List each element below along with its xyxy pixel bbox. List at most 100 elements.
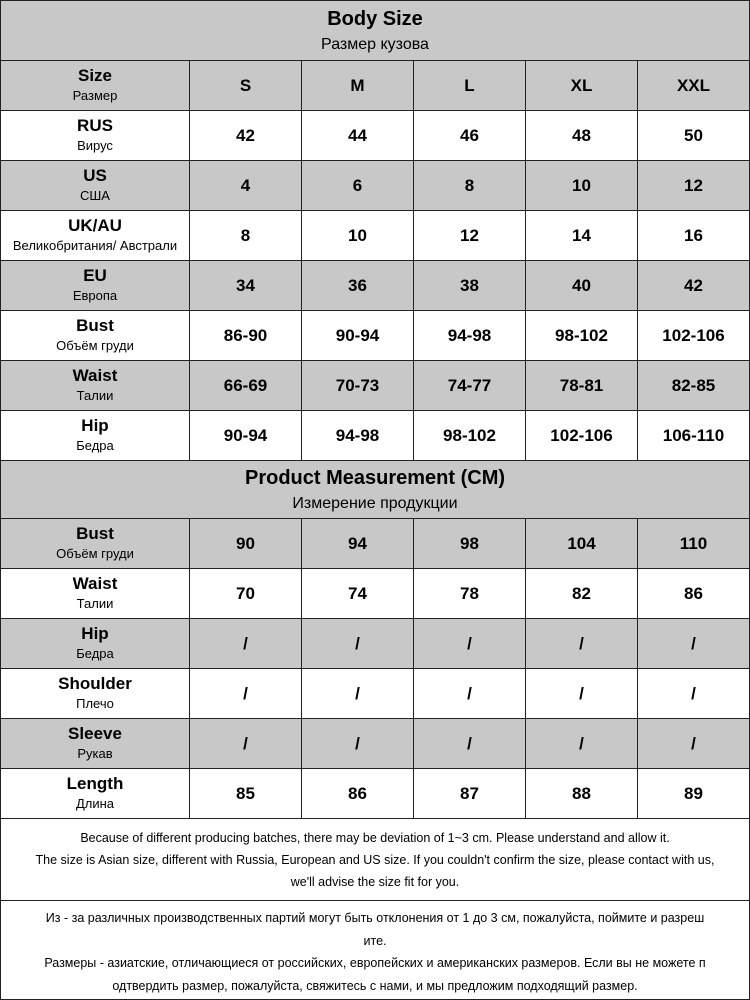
value: / bbox=[467, 633, 472, 653]
value: S bbox=[239, 75, 252, 95]
row-label-cell: Shoulder Плечо bbox=[0, 669, 190, 719]
value-cell: XL bbox=[526, 61, 638, 111]
value: / bbox=[579, 733, 584, 753]
row-sublabel: США bbox=[80, 188, 110, 203]
row-sublabel: Объём груди bbox=[56, 546, 134, 561]
value: / bbox=[355, 633, 360, 653]
value: / bbox=[243, 633, 248, 653]
value-cell: 89 bbox=[638, 769, 750, 819]
row-label-cell: Hip Бедра bbox=[0, 411, 190, 461]
value: 86 bbox=[348, 783, 367, 803]
value: / bbox=[467, 733, 472, 753]
value-cell: / bbox=[190, 669, 302, 719]
value-cell: 46 bbox=[414, 111, 526, 161]
value-cell: 90-94 bbox=[190, 411, 302, 461]
value-cell: 50 bbox=[638, 111, 750, 161]
row-sublabel: Европа bbox=[72, 288, 118, 303]
value: / bbox=[691, 733, 696, 753]
value-cell: 10 bbox=[526, 161, 638, 211]
row-sublabel: Размер bbox=[72, 88, 118, 103]
value-cell: 44 bbox=[302, 111, 414, 161]
value-cell: 86-90 bbox=[190, 311, 302, 361]
value-cell: 104 bbox=[526, 519, 638, 569]
value-cell: 10 bbox=[302, 211, 414, 261]
value-cell: 4 bbox=[190, 161, 302, 211]
value-cell: L bbox=[414, 61, 526, 111]
value: 46 bbox=[460, 125, 479, 145]
value: / bbox=[243, 683, 248, 703]
note-line: The size is Asian size, different with R… bbox=[35, 853, 715, 867]
value-cell: S bbox=[190, 61, 302, 111]
value: 8 bbox=[464, 175, 475, 195]
value: 94-98 bbox=[335, 425, 380, 445]
value-cell: 90 bbox=[190, 519, 302, 569]
value: / bbox=[467, 683, 472, 703]
value-cell: 94-98 bbox=[414, 311, 526, 361]
row-label-cell: Length Длина bbox=[0, 769, 190, 819]
value-cell: 12 bbox=[414, 211, 526, 261]
value: / bbox=[243, 733, 248, 753]
note-line: ите. bbox=[363, 933, 387, 948]
row-sublabel: Бедра bbox=[76, 646, 114, 661]
row-label-cell: US США bbox=[0, 161, 190, 211]
value-cell: 66-69 bbox=[190, 361, 302, 411]
section-title: Body Size bbox=[327, 7, 423, 30]
value: 88 bbox=[572, 783, 591, 803]
row-label-cell: Waist Талии bbox=[0, 361, 190, 411]
value-cell: 38 bbox=[414, 261, 526, 311]
row-label: Shoulder bbox=[58, 674, 132, 693]
row-label-cell: Size Размер bbox=[0, 61, 190, 111]
value: 38 bbox=[460, 275, 479, 295]
row-label: Size bbox=[77, 66, 113, 85]
value: 102-106 bbox=[550, 425, 613, 445]
value-cell: / bbox=[414, 619, 526, 669]
value-cell: / bbox=[526, 719, 638, 769]
value: 40 bbox=[572, 275, 591, 295]
row-sublabel: Бедра bbox=[76, 438, 114, 453]
section-header: Product Measurement (CM) Измерение продук… bbox=[0, 461, 750, 519]
value-cell: / bbox=[302, 619, 414, 669]
value-cell: 14 bbox=[526, 211, 638, 261]
row-sublabel: Талии bbox=[76, 388, 114, 403]
row-label-cell: Sleeve Рукав bbox=[0, 719, 190, 769]
value-cell: 6 bbox=[302, 161, 414, 211]
row-label-cell: Waist Талии bbox=[0, 569, 190, 619]
value-cell: 34 bbox=[190, 261, 302, 311]
value: 74-77 bbox=[447, 375, 492, 395]
section-subtitle: Размер кузова bbox=[321, 35, 429, 53]
value: XL bbox=[570, 75, 593, 95]
row-label-cell: Bust Объём груди bbox=[0, 519, 190, 569]
value: 94 bbox=[348, 533, 367, 553]
value-cell: 42 bbox=[638, 261, 750, 311]
row-label: Waist bbox=[72, 366, 118, 385]
value-cell: / bbox=[638, 669, 750, 719]
value: 44 bbox=[348, 125, 367, 145]
note-line: Из - за различных производственных парти… bbox=[45, 911, 705, 925]
value: 6 bbox=[352, 175, 363, 195]
value-cell: 86 bbox=[638, 569, 750, 619]
value: 102-106 bbox=[662, 325, 725, 345]
row-label-cell: EU Европа bbox=[0, 261, 190, 311]
note-line: Because of different producing batches, … bbox=[80, 831, 670, 845]
value: 12 bbox=[684, 175, 703, 195]
value: 90-94 bbox=[223, 425, 268, 445]
row-label: Hip bbox=[81, 416, 109, 435]
row-sublabel: Плечо bbox=[76, 696, 114, 711]
value: 78 bbox=[460, 583, 479, 603]
row-label: EU bbox=[83, 266, 107, 285]
value: 90 bbox=[236, 533, 255, 553]
value-cell: 42 bbox=[190, 111, 302, 161]
value: 10 bbox=[572, 175, 591, 195]
value-cell: 8 bbox=[414, 161, 526, 211]
value: L bbox=[464, 75, 475, 95]
value: 86 bbox=[684, 583, 703, 603]
value: 94-98 bbox=[447, 325, 492, 345]
row-label: RUS bbox=[77, 116, 113, 135]
value-cell: 87 bbox=[414, 769, 526, 819]
value-cell: M bbox=[302, 61, 414, 111]
row-sublabel: Талии bbox=[76, 596, 114, 611]
value-cell: / bbox=[190, 619, 302, 669]
value: 82 bbox=[572, 583, 591, 603]
value-cell: 16 bbox=[638, 211, 750, 261]
